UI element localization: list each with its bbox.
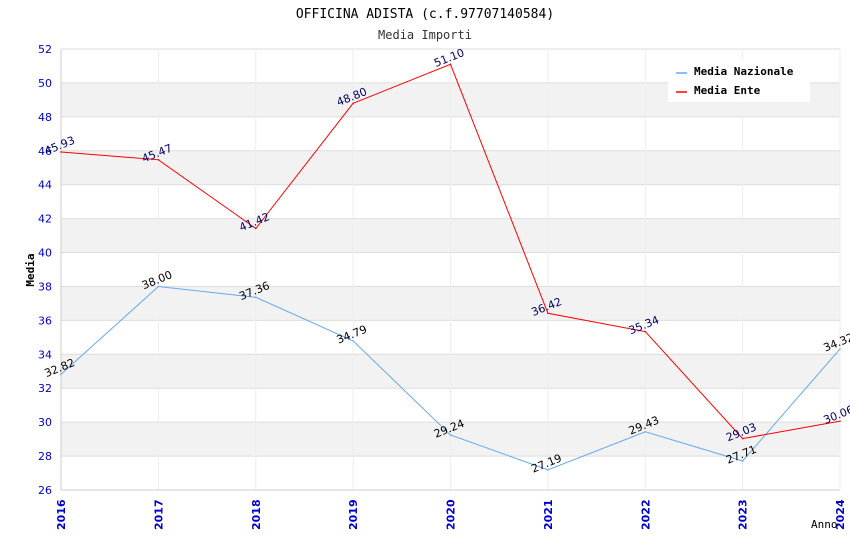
y-tick-label: 28 xyxy=(38,450,52,463)
data-label-national: 34.32 xyxy=(822,331,850,355)
grid-lines xyxy=(60,48,841,491)
x-tick-label: 2024 xyxy=(834,499,847,530)
y-tick-label: 40 xyxy=(38,247,52,260)
data-point-national xyxy=(644,431,647,433)
legend-background xyxy=(668,60,810,102)
data-point-national xyxy=(254,296,257,299)
axes xyxy=(60,49,840,491)
chart-subtitle: Media Importi xyxy=(378,28,472,42)
data-point-entity xyxy=(157,158,160,161)
y-tick-label: 42 xyxy=(38,213,52,226)
y-tick-label: 32 xyxy=(38,382,52,395)
data-point-entity xyxy=(547,312,549,315)
data-point-entity xyxy=(254,227,257,230)
y-tick-labels: 26 28 30 32 34 36 38 40 42 44 46 48 50 52 xyxy=(38,43,52,497)
data-point-national xyxy=(839,348,841,350)
x-axis-label: Anno xyxy=(811,518,838,531)
x-tick-label: 2022 xyxy=(639,499,652,530)
legend-label-entity: Media Ente xyxy=(694,84,761,97)
y-tick-label: 36 xyxy=(38,314,52,327)
x-tick-label: 2021 xyxy=(542,499,555,530)
data-point-entity xyxy=(644,330,647,333)
y-tick-label: 26 xyxy=(38,484,52,497)
y-tick-label: 34 xyxy=(38,348,52,361)
data-point-national xyxy=(547,469,549,471)
data-point-entity xyxy=(449,63,452,66)
x-tick-label: 2018 xyxy=(250,499,263,530)
x-tick-label: 2017 xyxy=(152,499,165,530)
chart-title: OFFICINA ADISTA (c.f.97707140584) xyxy=(296,7,554,22)
data-point-national xyxy=(60,373,62,376)
data-point-entity xyxy=(60,151,62,153)
data-label-entity: 51.10 xyxy=(432,46,466,70)
data-point-national xyxy=(157,285,160,288)
x-tick-label: 2020 xyxy=(445,499,458,530)
y-axis-label: Media xyxy=(24,253,37,286)
y-tick-label: 48 xyxy=(38,111,52,124)
x-tick-label: 2016 xyxy=(55,499,68,530)
y-tick-label: 52 xyxy=(38,43,52,56)
y-tick-label: 50 xyxy=(38,77,52,90)
data-point-entity xyxy=(839,420,841,422)
x-tick-label: 2023 xyxy=(737,499,750,530)
data-point-entity xyxy=(352,102,354,105)
y-tick-label: 30 xyxy=(38,416,52,429)
x-tick-label: 2019 xyxy=(347,499,360,530)
series-lines xyxy=(60,63,841,471)
legend-label-national: Media Nazionale xyxy=(694,65,794,78)
legend: Media Nazionale Media Ente xyxy=(668,60,810,102)
data-point-entity xyxy=(741,437,744,440)
data-point-national xyxy=(741,460,744,462)
data-label-national: 34.79 xyxy=(335,323,369,347)
y-tick-label: 44 xyxy=(38,179,52,192)
data-point-national xyxy=(449,434,452,436)
y-tick-label: 46 xyxy=(38,145,52,158)
y-tick-label: 38 xyxy=(38,280,52,293)
data-point-national xyxy=(352,340,354,342)
x-tick-labels: 2016 2017 2018 2019 2020 2021 2022 2023 2024 xyxy=(55,499,847,530)
